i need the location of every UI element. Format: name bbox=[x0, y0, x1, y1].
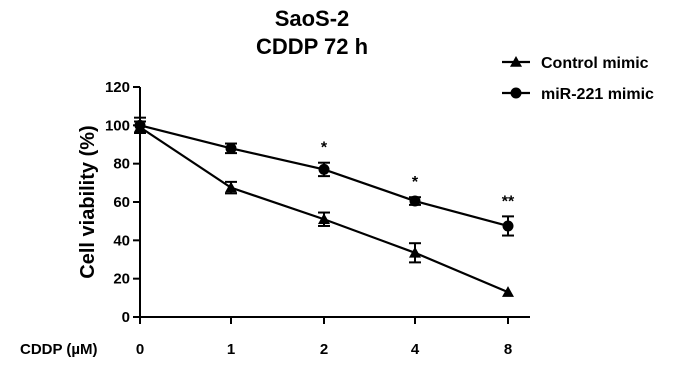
axes: 0 20 40 60 80 100 120 0 1 2 4 8 bbox=[105, 79, 530, 358]
legend-item: Control mimic bbox=[502, 55, 649, 72]
x-axis-label: CDDP (µM) bbox=[20, 341, 98, 358]
legend-marker bbox=[510, 56, 522, 67]
legend-marker bbox=[510, 87, 522, 99]
significance-marker: * bbox=[412, 174, 419, 191]
legend-label: Control mimic bbox=[541, 55, 649, 72]
significance-marker: ** bbox=[502, 193, 515, 210]
chart-title: SaoS-2 bbox=[275, 6, 350, 31]
y-tick-label: 40 bbox=[113, 232, 130, 249]
legend-item: miR-221 mimic bbox=[502, 86, 654, 103]
series-layer bbox=[134, 116, 514, 297]
y-axis-label: Cell viability (%) bbox=[77, 125, 99, 278]
data-point bbox=[502, 220, 514, 232]
legend-label: miR-221 mimic bbox=[541, 86, 654, 103]
data-point bbox=[134, 119, 146, 131]
y-tick-label: 60 bbox=[113, 194, 130, 211]
annotations: **** bbox=[321, 140, 515, 211]
data-point bbox=[225, 142, 237, 154]
series-1 bbox=[134, 116, 514, 237]
y-tick-label: 0 bbox=[122, 309, 130, 326]
y-tick-label: 80 bbox=[113, 156, 130, 173]
chart-subtitle: CDDP 72 h bbox=[256, 34, 368, 59]
legend: Control mimic miR-221 mimic bbox=[502, 55, 654, 103]
data-point bbox=[318, 163, 330, 175]
data-point bbox=[409, 246, 421, 258]
x-tick-label: 2 bbox=[320, 341, 328, 358]
y-tick-label: 100 bbox=[105, 117, 130, 134]
data-point bbox=[502, 286, 514, 297]
x-tick-label: 0 bbox=[136, 341, 144, 358]
y-tick-label: 20 bbox=[113, 271, 130, 288]
y-tick-label: 120 bbox=[105, 79, 130, 96]
x-tick-label: 1 bbox=[227, 341, 235, 358]
data-point bbox=[409, 195, 421, 207]
data-point bbox=[225, 181, 237, 193]
x-tick-label: 4 bbox=[411, 341, 420, 358]
x-tick-label: 8 bbox=[504, 341, 512, 358]
significance-marker: * bbox=[321, 140, 328, 157]
data-point bbox=[318, 213, 330, 225]
